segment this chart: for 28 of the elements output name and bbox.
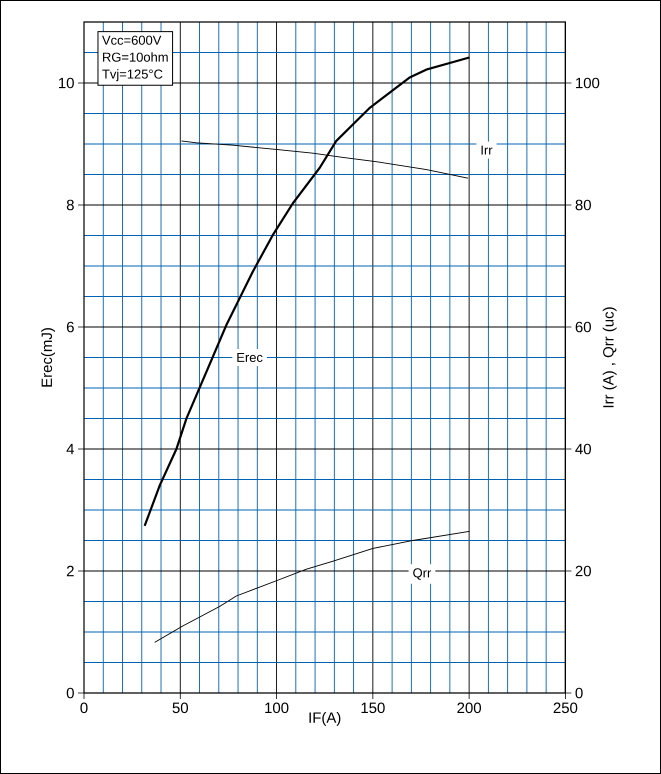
x-axis-title: IF(A) bbox=[309, 712, 340, 726]
y-axis-title: Erec(mJ) bbox=[41, 328, 56, 387]
y2-axis-title: Irr (A) , Qrr (uc) bbox=[602, 307, 617, 408]
series-label: Erec bbox=[237, 352, 263, 362]
y-tick-label: 6 bbox=[66, 322, 74, 332]
y-tick-label: 8 bbox=[66, 200, 74, 210]
line-series bbox=[154, 530, 470, 643]
x-tick-label: 100 bbox=[265, 702, 288, 714]
x-tick-label: 200 bbox=[457, 702, 481, 714]
y2-tick-label: 60 bbox=[576, 322, 591, 332]
y-tick-label: 2 bbox=[66, 566, 74, 576]
x-tick-label: 250 bbox=[554, 702, 578, 714]
annotation: Vcc=600V bbox=[102, 36, 162, 45]
text: Irr bbox=[482, 146, 492, 155]
y2-tick-label: 100 bbox=[576, 78, 600, 88]
y-tick-label: 4 bbox=[66, 444, 74, 454]
y-tick-label: 0 bbox=[66, 688, 74, 698]
y-tick-label: 10 bbox=[59, 78, 74, 88]
x-tick-label: 50 bbox=[172, 702, 188, 714]
x-tick-label: 0 bbox=[80, 702, 88, 714]
y2-tick-label: 0 bbox=[576, 688, 583, 698]
y2-tick-label: 40 bbox=[575, 444, 591, 454]
annotation: Tvj=125°C bbox=[102, 69, 162, 82]
y2-tick-label: 20 bbox=[576, 566, 591, 576]
y2-tick-label: 80 bbox=[576, 200, 591, 210]
x-tick-label: 150 bbox=[362, 702, 385, 714]
annotation: RG=10ohm bbox=[103, 52, 168, 62]
text: Qrr bbox=[413, 568, 432, 580]
